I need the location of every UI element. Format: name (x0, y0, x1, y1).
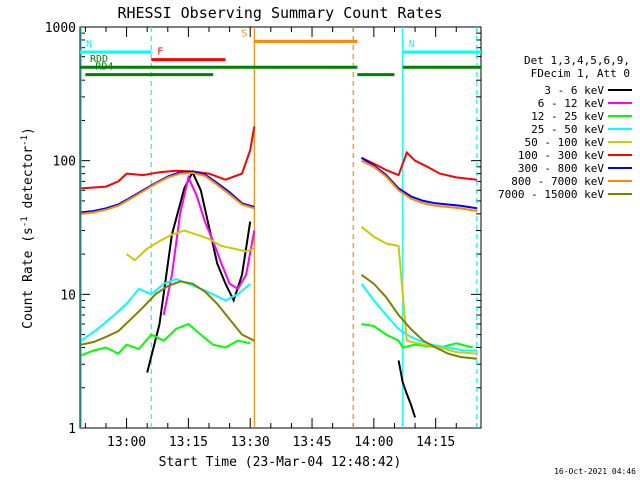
footer-date: 16-Oct-2021 04:46 (554, 467, 636, 476)
x-tick-label: 13:15 (169, 435, 208, 450)
legend-label: 100 - 300 keV (518, 149, 604, 162)
flag-label: S (241, 28, 247, 39)
series-line (126, 229, 255, 262)
chart-title: RHESSI Observing Summary Count Rates (117, 4, 442, 22)
legend-label: 12 - 25 keV (531, 110, 604, 123)
y-tick-label: 100 (53, 155, 76, 170)
series-line (361, 150, 478, 181)
series-line (397, 360, 417, 418)
plot-frame (79, 26, 482, 429)
y-tick-label: 10 (60, 288, 76, 303)
flag-label: F (157, 47, 163, 58)
legend-label: 800 - 7000 keV (511, 175, 604, 188)
y-axis: 1 10 100 1000 (45, 21, 481, 437)
x-tick-label: 13:00 (107, 435, 146, 450)
x-tick-label: 14:00 (354, 435, 393, 450)
legend-label: 3 - 6 keV (544, 84, 604, 97)
legend-label: 25 - 50 keV (531, 123, 604, 136)
x-tick-label: 14:15 (416, 435, 455, 450)
legend-label: 6 - 12 keV (538, 97, 605, 110)
legend-header-line-1: Det 1,3,4,5,6,9, (524, 54, 630, 67)
x-tick-label: 13:30 (231, 435, 270, 450)
x-axis: 13:00 13:15 13:30 13:45 14:00 14:15 (84, 27, 478, 450)
y-tick-label: 1 (68, 422, 76, 437)
mode-change-lines (80, 27, 478, 428)
y-tick-label: 1000 (45, 21, 76, 36)
x-tick-label: 13:45 (292, 435, 331, 450)
series-line (361, 159, 478, 212)
series-line (361, 323, 474, 349)
series-line (80, 322, 251, 357)
legend-label: 50 - 100 keV (525, 136, 605, 149)
series-line (80, 278, 251, 342)
legend-label: 7000 - 15000 keV (498, 188, 604, 201)
flag-label: RD4 (95, 62, 113, 73)
flag-label: N (86, 39, 92, 50)
x-axis-label: Start Time (23-Mar-04 12:48:42) (159, 455, 402, 470)
legend-header-line-2: FDecim 1, Att 0 (531, 67, 630, 80)
series-line (81, 171, 255, 215)
series-line (360, 226, 477, 355)
legend: Det 1,3,4,5,6,9, FDecim 1, Att 0 3 - 6 k… (498, 54, 632, 201)
flag-label: RDD (90, 54, 108, 65)
series-line (360, 156, 478, 210)
series-line (80, 280, 255, 346)
series-group (80, 126, 478, 418)
series-line (360, 273, 478, 360)
series-line (81, 126, 256, 190)
flag-label: N (409, 39, 415, 50)
series-line (162, 174, 256, 316)
legend-label: 300 - 800 keV (518, 162, 604, 175)
series-line (360, 283, 477, 352)
y-axis-label: Count Rate (s-1 detector-1) (20, 127, 36, 329)
